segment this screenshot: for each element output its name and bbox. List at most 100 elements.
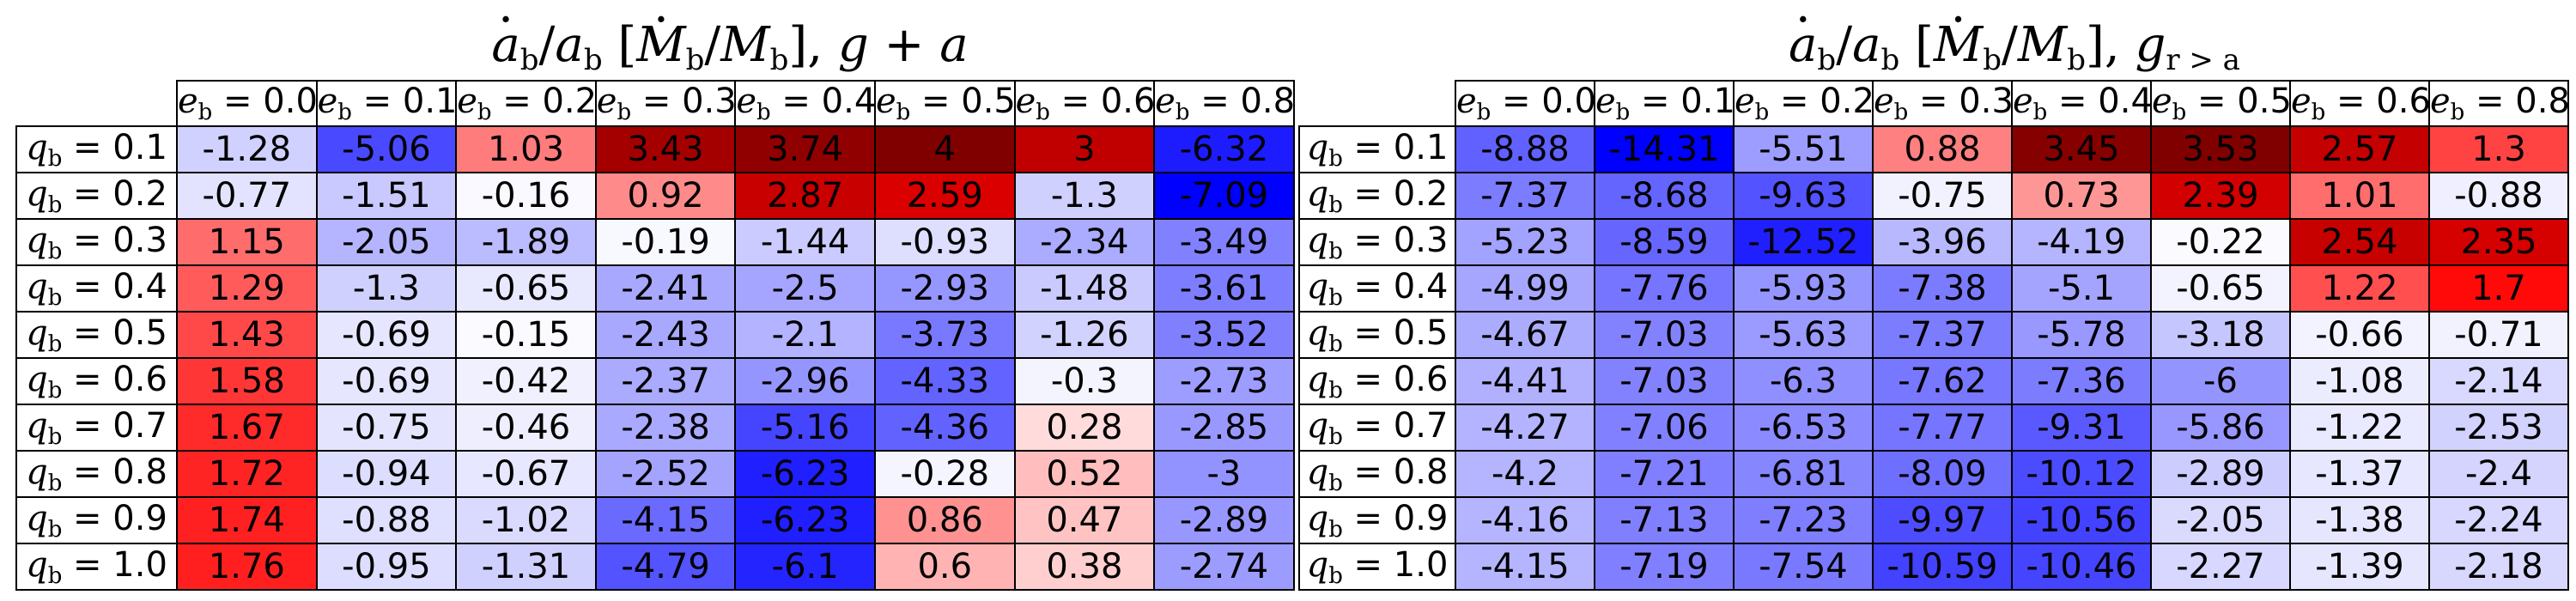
- table-row: qb = 1.0 -4.15 -7.19 -7.54 -10.59 -10.46 -2.27…: [1298, 543, 2569, 591]
- heatmap-cell: -3: [1153, 450, 1295, 498]
- heatmap-cell: -0.71: [2428, 311, 2569, 359]
- heatmap-cell: -2.41: [594, 264, 737, 313]
- table-corner: [16, 81, 177, 126]
- heatmap-cell: -2.73: [1153, 357, 1295, 405]
- heatmap-cell: -2.43: [594, 311, 737, 359]
- heatmap-cell: -2.34: [1013, 218, 1156, 266]
- heatmap-cell: -5.06: [315, 125, 458, 173]
- heatmap-cell: 1.03: [455, 125, 597, 173]
- heatmap-cell: 1.76: [176, 543, 318, 591]
- heatmap-cell: -7.19: [1594, 543, 1735, 591]
- heatmap-cell: -3.49: [1153, 218, 1295, 266]
- heatmap-cell: -4.79: [594, 543, 737, 591]
- row-header: qb = 0.9: [15, 496, 178, 544]
- row-header: qb = 0.6: [15, 357, 178, 405]
- table-row: qb = 0.6 -4.41 -7.03 -6.3 -7.62 -7.36 -6 -1.08-…: [1298, 357, 2569, 405]
- column-header-value: 0.0: [263, 82, 318, 121]
- heatmap-cell: -7.13: [1594, 496, 1735, 544]
- heatmap-cell: -5.23: [1455, 218, 1595, 266]
- column-header-value: 0.4: [2098, 82, 2153, 121]
- heatmap-cell: -2.37: [594, 357, 737, 405]
- row-header: qb = 0.3: [1298, 218, 1456, 266]
- table-row: qb = 0.1 -8.88 -14.31 -5.51 0.88 3.45 3.53 2.57…: [1298, 125, 2569, 173]
- column-header-value: 0.1: [402, 82, 458, 121]
- table-row: qb = 0.4 1.29 -1.3 -0.65 -2.41 -2.5 -2.93 -1.48…: [15, 264, 1295, 313]
- heatmap-cell: -0.75: [1872, 172, 2013, 220]
- heatmap-cell: -7.09: [1153, 172, 1295, 220]
- column-header-value: 0.0: [1541, 82, 1596, 121]
- heatmap-cell: -5.16: [734, 404, 876, 452]
- row-header: qb = 0.3: [15, 218, 178, 266]
- row-header: qb = 0.4: [1298, 264, 1456, 313]
- heatmap-cell: -2.38: [594, 404, 737, 452]
- row-header-value: 0.9: [112, 498, 167, 538]
- heatmap-cell: -2.4: [2428, 450, 2569, 498]
- heatmap-cell: -4.15: [1455, 543, 1595, 591]
- heatmap-cell: -4.67: [1455, 311, 1595, 359]
- heatmap-cell: 1.3: [2428, 125, 2569, 173]
- heatmap-cell: 1.74: [176, 496, 318, 544]
- heatmap-cell: -8.88: [1455, 125, 1595, 173]
- heatmap-cell: -2.85: [1153, 404, 1295, 452]
- heatmap-cell: -1.39: [2289, 543, 2430, 591]
- column-header: eb = 0.6: [2289, 80, 2431, 127]
- heatmap-cell: 0.6: [873, 543, 1016, 591]
- heatmap-cell: -7.06: [1594, 404, 1735, 452]
- heatmap-cell: -6.1: [734, 543, 876, 591]
- row-header-value: 0.4: [1393, 266, 1449, 307]
- table-row: qb = 0.2 -7.37 -8.68 -9.63 -0.75 0.73 2.39 1.01…: [1298, 172, 2569, 220]
- table-row: qb = 0.5 -4.67 -7.03 -5.63 -7.37 -5.78 -3.18 -0…: [1298, 311, 2569, 359]
- heatmap-cell: -0.19: [594, 218, 737, 266]
- heatmap-cell: 1.7: [2428, 264, 2569, 313]
- heatmap-cell: -8.09: [1872, 450, 2013, 498]
- heatmap-cell: -0.93: [873, 218, 1016, 266]
- heatmap-cell: 0.47: [1013, 496, 1156, 544]
- table-row: qb = 1.0 1.76 -0.95 -1.31 -4.79 -6.1 0.6 0.38 -2…: [15, 543, 1295, 591]
- heatmap-cell: -2.5: [734, 264, 876, 313]
- heatmap-cell: -0.46: [455, 404, 597, 452]
- row-header-value: 0.3: [112, 220, 167, 260]
- heatmap-cell: -2.96: [734, 357, 876, 405]
- row-header: qb = 0.2: [1298, 172, 1456, 220]
- column-header-value: 0.6: [2376, 82, 2431, 121]
- heatmap-cell: -6.81: [1733, 450, 1874, 498]
- heatmap-cell: -5.51: [1733, 125, 1874, 173]
- table-row: qb = 0.9 1.74 -0.88 -1.02 -4.15 -6.23 0.86 0.47…: [15, 496, 1295, 544]
- heatmap-cell: -9.63: [1733, 172, 1874, 220]
- heatmap-cell: -1.3: [1013, 172, 1156, 220]
- column-header-value: 0.2: [1820, 82, 1874, 121]
- column-header-value: 0.2: [542, 82, 598, 121]
- heatmap-cell: -10.46: [2011, 543, 2152, 591]
- heatmap-cell: -12.52: [1733, 218, 1874, 266]
- heatmap-cell: -6.32: [1153, 125, 1295, 173]
- column-header: eb = 0.5: [873, 80, 1016, 127]
- row-header: qb = 0.5: [15, 311, 178, 359]
- table-row: qb = 0.2 -0.77 -1.51 -0.16 0.92 2.87 2.59 -1.3-…: [15, 172, 1295, 220]
- heatmap-cell: -6.23: [734, 496, 876, 544]
- heatmap-cell: -4.33: [873, 357, 1016, 405]
- heatmap-cell: -10.59: [1872, 543, 2013, 591]
- heatmap-cell: -1.37: [2289, 450, 2430, 498]
- heatmap-cell: -7.38: [1872, 264, 2013, 313]
- heatmap-cell: -8.59: [1594, 218, 1735, 266]
- row-header-value: 0.3: [1393, 220, 1449, 260]
- heatmap-cell: -6.23: [734, 450, 876, 498]
- row-header-value: 0.2: [1393, 173, 1449, 214]
- heatmap-cell: -0.69: [315, 357, 458, 405]
- row-header: qb = 0.9: [1298, 496, 1456, 544]
- column-header-value: 0.3: [1959, 82, 2014, 121]
- heatmap-cell: -2.52: [594, 450, 737, 498]
- heatmap-cell: -2.05: [315, 218, 458, 266]
- heatmap-cell: -1.22: [2289, 404, 2430, 452]
- table-row: qb = 0.7 1.67 -0.75 -0.46 -2.38 -5.16 -4.36 0.2…: [15, 404, 1295, 452]
- row-header: qb = 0.8: [1298, 450, 1456, 498]
- heatmap-cell: -2.89: [1153, 496, 1295, 544]
- heatmap-cell: -2.14: [2428, 357, 2569, 405]
- heatmap-cell: -5.93: [1733, 264, 1874, 313]
- heatmap-cell: 1.67: [176, 404, 318, 452]
- heatmap-cell: -1.44: [734, 218, 876, 266]
- heatmap-cell: 0.38: [1013, 543, 1156, 591]
- heatmap-cell: -2.93: [873, 264, 1016, 313]
- row-header-value: 0.4: [112, 266, 167, 307]
- heatmap-cell: -0.15: [455, 311, 597, 359]
